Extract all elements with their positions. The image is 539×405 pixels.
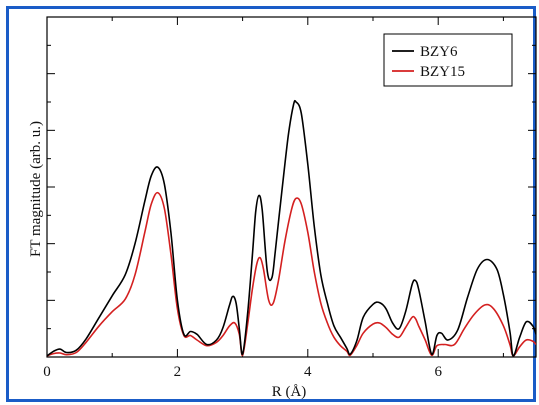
ft-magnitude-chart: FT magnitude (arb. u.) R (Å) 0 2 4 6 BZY6 BZY… bbox=[28, 16, 537, 400]
legend-label-bzy15: BZY15 bbox=[420, 64, 465, 80]
x-tick-label: 0 bbox=[43, 364, 51, 380]
x-axis-title: R (Å) bbox=[272, 384, 307, 400]
x-tick-label: 2 bbox=[174, 364, 182, 380]
x-tick-label: 4 bbox=[304, 364, 312, 380]
figure-frame: FT magnitude (arb. u.) R (Å) 0 2 4 6 BZY6 BZY… bbox=[6, 6, 537, 402]
legend-box bbox=[383, 33, 513, 87]
y-axis-title: FT magnitude (arb. u.) bbox=[28, 121, 44, 257]
series-line-bzy15 bbox=[47, 191, 536, 357]
series-line-bzy6 bbox=[47, 99, 536, 357]
legend-label-bzy6: BZY6 bbox=[420, 44, 458, 60]
x-tick-label: 6 bbox=[434, 364, 442, 380]
